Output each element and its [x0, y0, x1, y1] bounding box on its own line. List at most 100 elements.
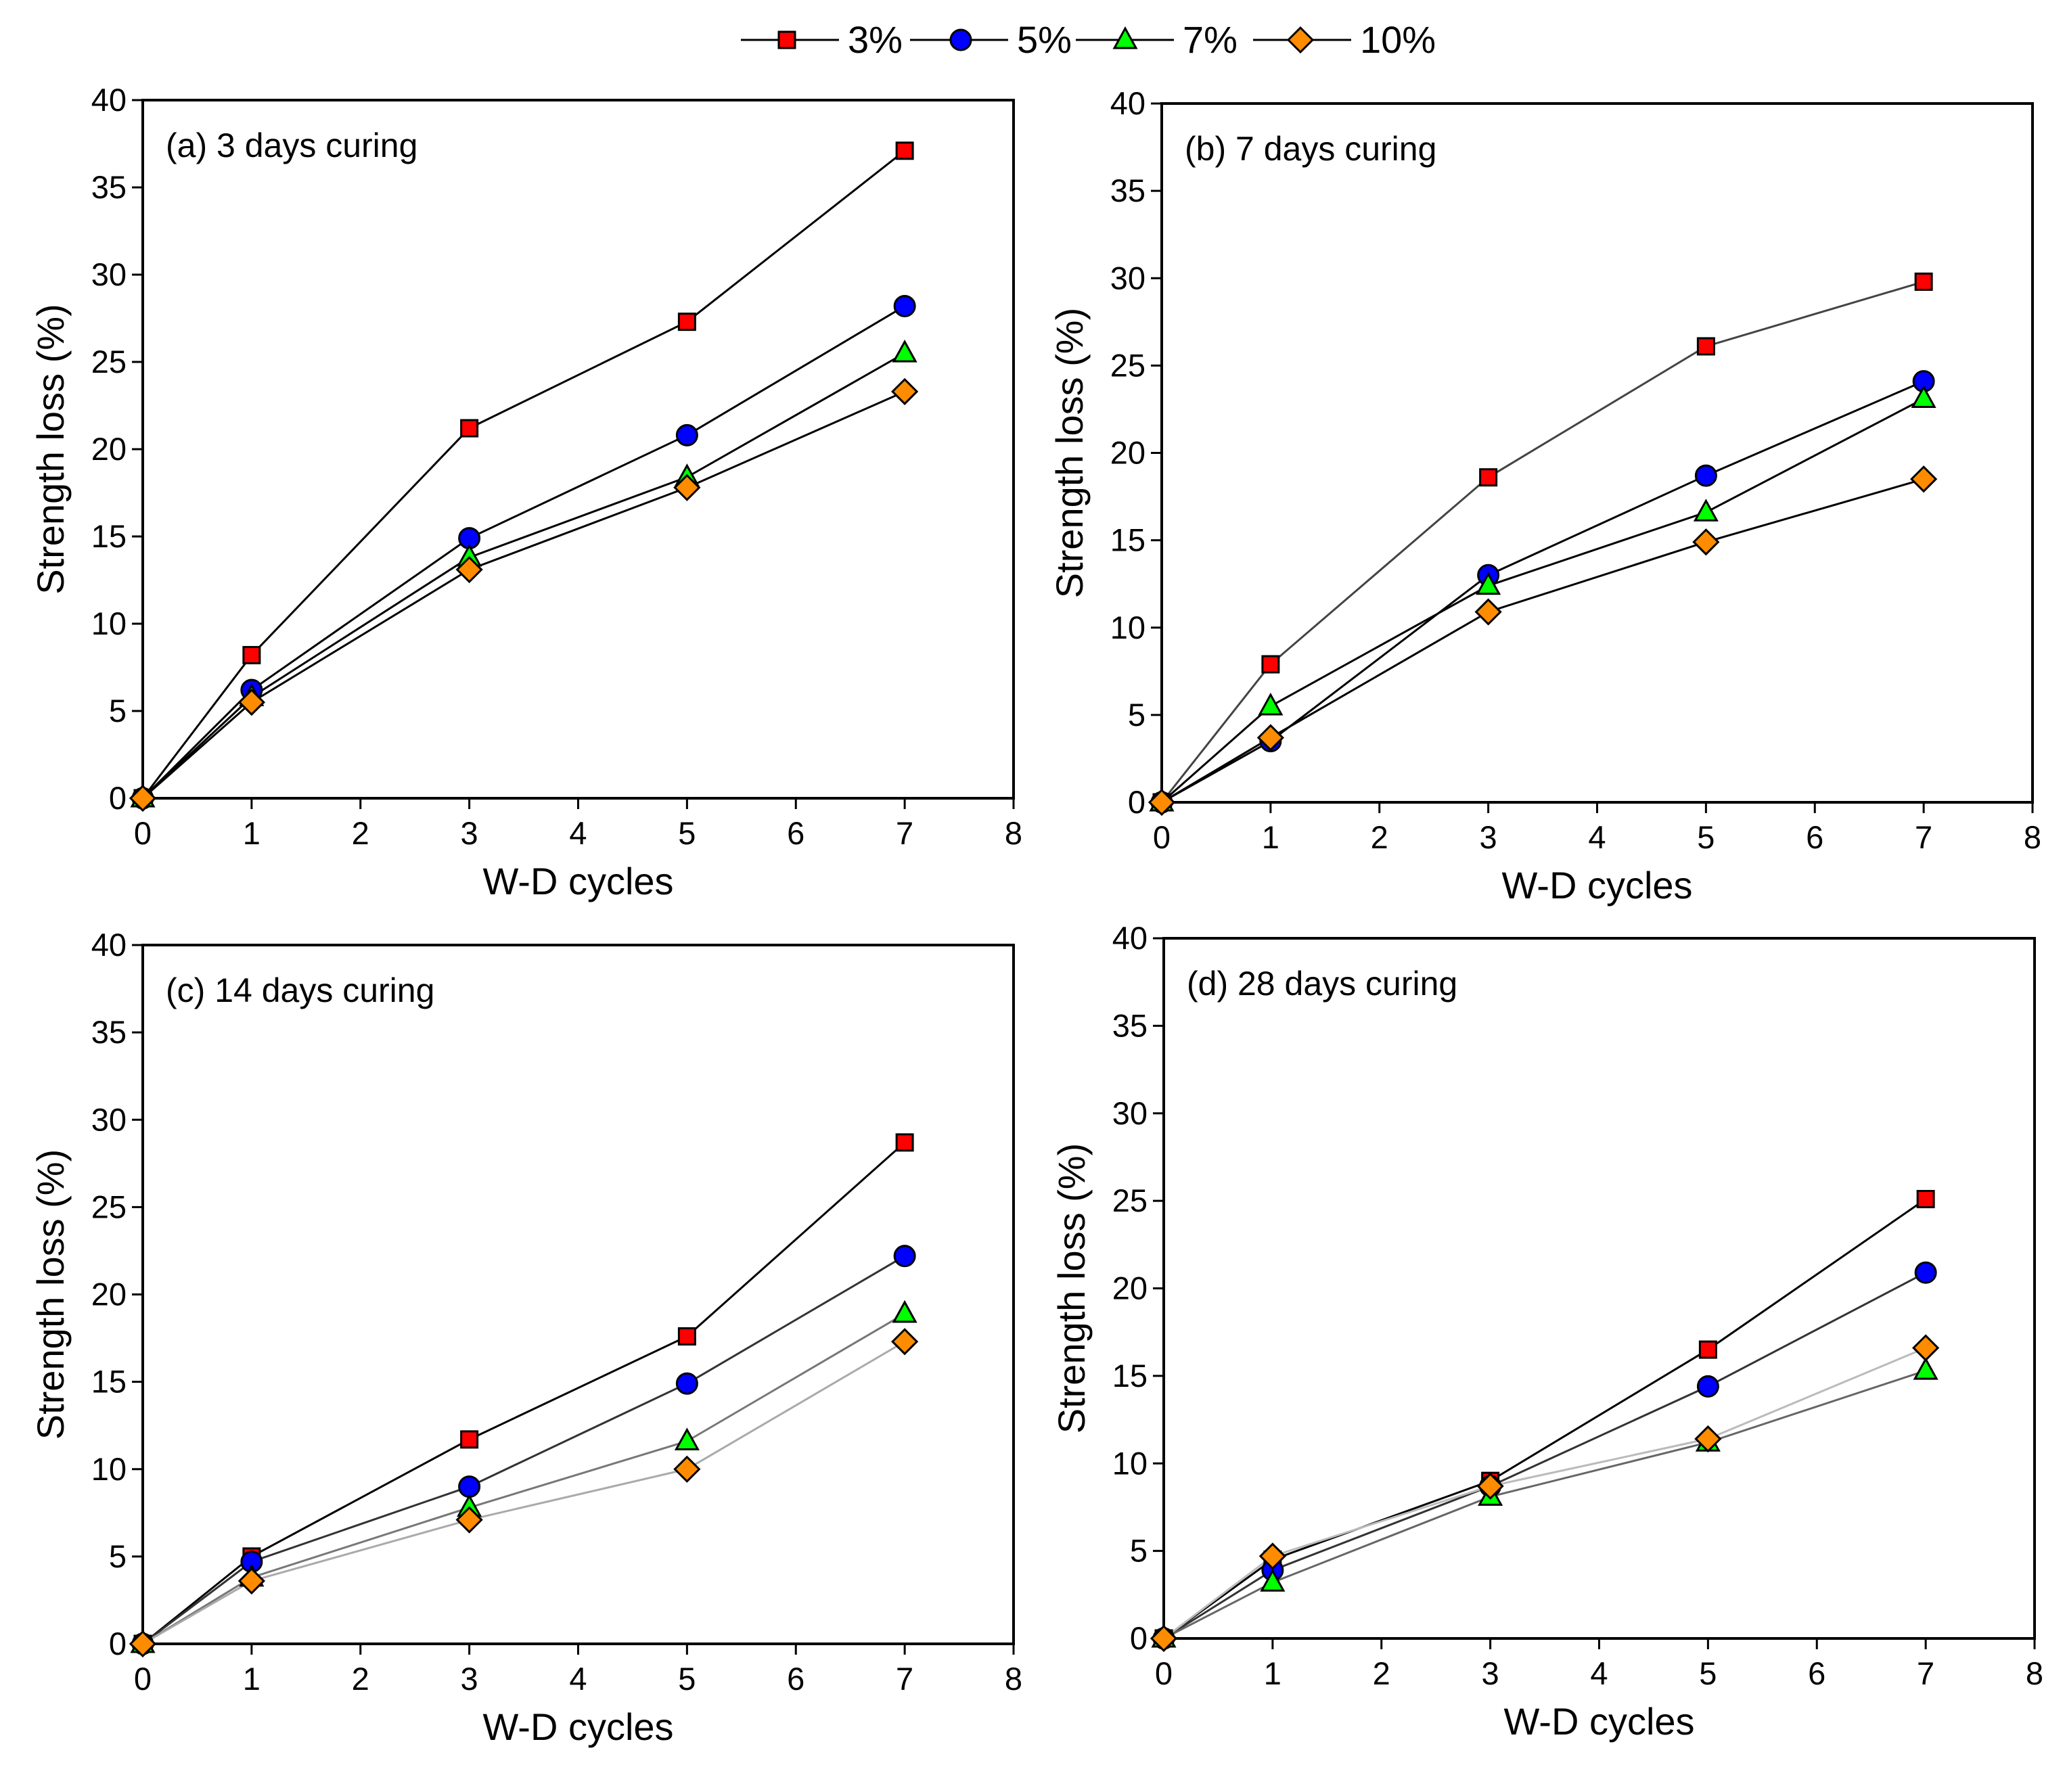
data-point: [1696, 1375, 1719, 1398]
data-point: [455, 555, 483, 584]
series-line-10pct: [1161, 478, 1924, 804]
data-point: [1476, 1472, 1504, 1500]
y-tick-label: 10: [1112, 1445, 1148, 1481]
y-tick-label: 15: [1112, 1358, 1148, 1394]
legend-item-5pct: 5%: [910, 18, 1072, 61]
data-point: [1694, 1425, 1722, 1453]
x-tick-label: 1: [1262, 819, 1279, 855]
y-tick-label: 15: [91, 518, 127, 554]
data-point: [1916, 1190, 1935, 1209]
data-point: [1911, 385, 1936, 408]
data-point: [460, 419, 479, 438]
data-point: [891, 377, 919, 405]
x-axis-title: W-D cycles: [482, 1705, 673, 1748]
x-tick-label: 6: [787, 815, 804, 851]
data-point: [129, 1630, 157, 1658]
y-tick-label: 25: [91, 344, 127, 380]
y-axis-title: Strength loss (%): [29, 304, 72, 595]
data-point: [129, 784, 157, 812]
series-markers-5pct: [131, 294, 916, 810]
plot-frame: [1160, 102, 2034, 804]
y-tick-label: 5: [1130, 1533, 1148, 1569]
y-tick-label: 40: [91, 927, 127, 963]
series-line-7pct: [1163, 1369, 1926, 1640]
data-point: [1258, 692, 1284, 716]
chart-panel-c: 0 5 10 15 20 25 30 35 40 0 1 2 3 4 5 6 7 8 W-D cycles Stren…: [29, 927, 1022, 1748]
data-point: [1694, 464, 1717, 487]
y-tick-label: 40: [1112, 920, 1148, 956]
legend-label: 3%: [848, 18, 903, 61]
data-point: [893, 294, 916, 317]
x-tick-label: 3: [461, 1661, 478, 1697]
legend-marker-diamond: [1286, 26, 1315, 54]
y-tick-label: 5: [109, 693, 127, 729]
x-tick-label: 1: [243, 815, 260, 851]
legend: 3% 5% 7% 10%: [741, 18, 1436, 61]
data-point: [1260, 1569, 1286, 1592]
x-axis-title: W-D cycles: [482, 860, 673, 902]
y-tick-label: 5: [1128, 697, 1145, 733]
y-tick-label: 15: [91, 1364, 127, 1400]
data-point: [673, 474, 701, 501]
y-tick-label: 0: [109, 780, 127, 816]
y-tick-label: 30: [1112, 1095, 1148, 1131]
data-point: [1696, 337, 1715, 356]
data-point: [1693, 499, 1719, 522]
plot-frame: [1162, 937, 2036, 1640]
series-markers-7pct: [130, 1300, 917, 1653]
x-tick-label: 4: [1590, 1655, 1608, 1691]
x-axis-title: W-D cycles: [1501, 864, 1692, 906]
x-tick-label: 4: [569, 1661, 587, 1697]
x-tick-label: 3: [1482, 1655, 1499, 1691]
y-axis-title: Strength loss (%): [1050, 1143, 1093, 1434]
x-tick-label: 6: [1808, 1655, 1825, 1691]
x-tick-label: 8: [1005, 1661, 1022, 1697]
x-tick-label: 7: [896, 815, 913, 851]
y-tick-label: 25: [91, 1189, 127, 1224]
y-tick-label: 20: [1110, 435, 1145, 471]
y-tick-label: 20: [91, 1277, 127, 1312]
panel-title: (d) 28 days curing: [1187, 965, 1457, 1003]
data-point: [1261, 655, 1280, 674]
data-point: [237, 1567, 265, 1595]
x-tick-label: 0: [1155, 1655, 1173, 1691]
chart-panel-d: 0 5 10 15 20 25 30 35 40 0 1 2 3 4 5 6 7 8 W-D cycles Stren…: [1050, 920, 2043, 1743]
x-tick-label: 5: [1697, 819, 1715, 855]
chart-panel-a: 0 5 10 15 20 25 30 35 40 0 1 2 3 4 5 6 7 8 W-D cycles Stren…: [29, 82, 1022, 902]
data-point: [892, 339, 917, 363]
y-tick-label: 40: [1110, 85, 1145, 121]
legend-label: 7%: [1183, 18, 1238, 61]
x-tick-label: 2: [352, 1661, 369, 1697]
data-point: [675, 423, 698, 446]
x-tick-label: 5: [1699, 1655, 1717, 1691]
data-point: [242, 645, 261, 664]
x-tick-label: 0: [1153, 819, 1171, 855]
series-markers-10pct: [1148, 465, 1938, 817]
data-point: [895, 1133, 914, 1152]
data-point: [1910, 465, 1938, 493]
series-line-5pct: [141, 305, 905, 800]
y-tick-label: 10: [1110, 610, 1145, 645]
x-tick-label: 8: [1005, 815, 1022, 851]
y-tick-label: 10: [91, 605, 127, 641]
chart-panel-b: 0 5 10 15 20 25 30 35 40 0 1 2 3 4 5 6 7 8 W-D cycles Stren…: [1048, 85, 2041, 906]
series-markers-10pct: [129, 377, 919, 812]
y-tick-label: 30: [1110, 260, 1145, 296]
legend-item-3pct: 3%: [741, 18, 903, 61]
series-line-7pct: [142, 1312, 905, 1645]
data-point: [1150, 1624, 1178, 1653]
data-point: [893, 1245, 916, 1268]
panel-title: (a) 3 days curing: [166, 127, 417, 164]
y-tick-label: 0: [1130, 1620, 1148, 1656]
x-tick-label: 0: [134, 1661, 152, 1697]
plot-frame: [141, 99, 1015, 800]
legend-marker-triangle: [1112, 26, 1138, 49]
x-tick-label: 8: [2026, 1655, 2043, 1691]
x-tick-label: 7: [896, 1661, 913, 1697]
x-tick-label: 5: [678, 815, 696, 851]
data-point: [1476, 572, 1501, 595]
data-point: [895, 141, 914, 160]
y-tick-label: 5: [109, 1538, 127, 1574]
